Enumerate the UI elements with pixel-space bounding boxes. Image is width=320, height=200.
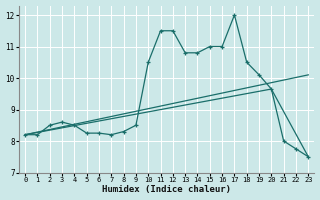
X-axis label: Humidex (Indice chaleur): Humidex (Indice chaleur) <box>102 185 231 194</box>
